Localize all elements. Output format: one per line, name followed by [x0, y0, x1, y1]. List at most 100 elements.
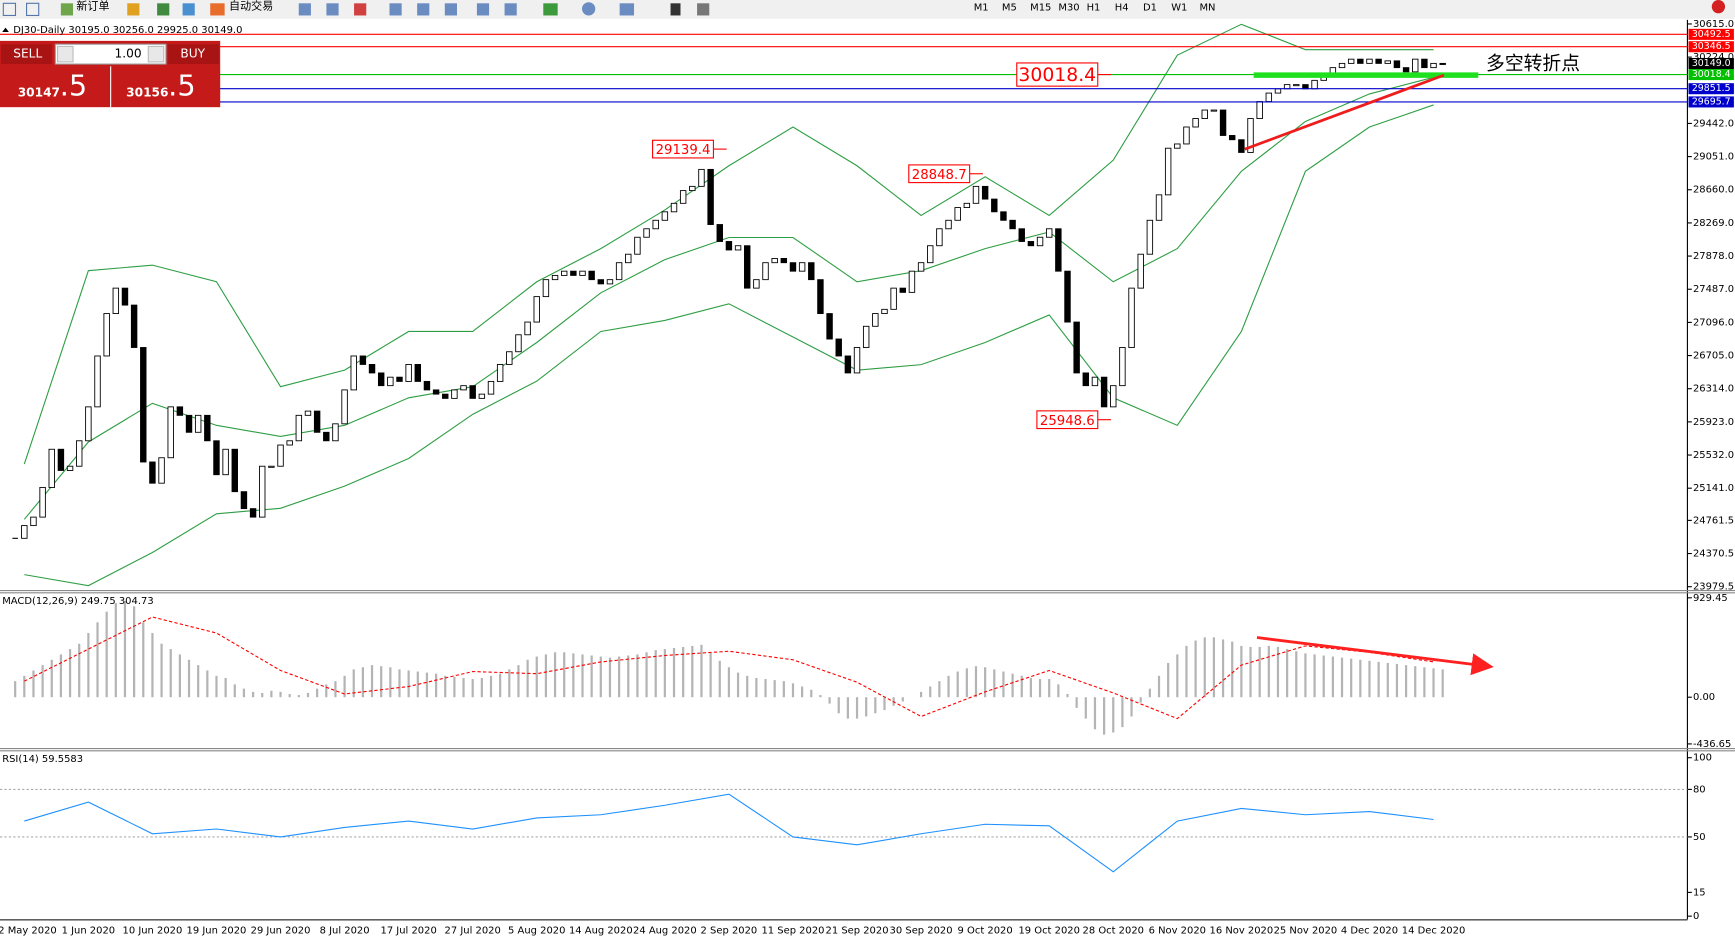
y-tick-label: 929.45: [1693, 593, 1728, 604]
candle: [1082, 372, 1090, 387]
candle: [213, 440, 220, 476]
macd-bar: [517, 665, 520, 698]
annotation-label: 25948.6: [1040, 414, 1095, 429]
macd-bar: [68, 649, 72, 698]
buy-label[interactable]: BUY: [180, 47, 205, 61]
macd-bar: [599, 656, 602, 698]
macd-bar: [462, 677, 465, 698]
macd-bar: [142, 622, 145, 698]
macd-bar: [1276, 646, 1280, 698]
timeframe-button[interactable]: D1: [1143, 3, 1157, 14]
macd-bar: [1148, 688, 1151, 698]
macd-signal: [24, 616, 1434, 720]
y-tick-label: 25532.0: [1693, 450, 1734, 461]
macd-bar: [251, 691, 255, 698]
candle: [524, 321, 531, 336]
macd-bar: [1258, 646, 1261, 698]
candle: [149, 461, 156, 484]
y-tick-label: 0: [1693, 911, 1699, 922]
x-tick-label: 19 Oct 2020: [1018, 925, 1079, 936]
candle: [515, 334, 522, 353]
candle: [963, 202, 971, 209]
candle: [945, 219, 952, 230]
macd-bar: [160, 643, 163, 698]
candle: [1064, 270, 1071, 323]
buy-price-pips[interactable]: .5: [168, 68, 195, 102]
bollinger-upper: [23, 23, 1434, 465]
macd-bar: [151, 633, 154, 698]
candle: [551, 274, 559, 281]
x-tick-label: 25 Nov 2020: [1274, 925, 1338, 936]
timeframe-button[interactable]: H4: [1115, 3, 1129, 14]
candle: [231, 448, 238, 493]
macd-bar: [810, 689, 813, 698]
macd-bar: [1350, 658, 1353, 698]
y-tick-label: 27878.0: [1693, 251, 1734, 262]
candle: [689, 185, 696, 192]
candle: [103, 313, 110, 357]
candle: [899, 287, 906, 293]
macd-bar: [526, 659, 529, 698]
candle: [606, 279, 614, 285]
macd-bar: [1121, 697, 1124, 728]
x-tick-label: 17 Jul 2020: [380, 925, 436, 936]
candle: [112, 287, 120, 315]
annotation-label: 29139.4: [656, 143, 711, 158]
timeframe-button[interactable]: W1: [1171, 3, 1187, 14]
candle: [21, 525, 28, 539]
candle: [1210, 109, 1218, 112]
candle: [368, 364, 376, 374]
macd-bar: [1359, 659, 1362, 698]
macd-bar: [343, 675, 346, 698]
y-tick-label: 26314.0: [1693, 384, 1734, 395]
timeframe-button[interactable]: M15: [1030, 3, 1051, 14]
timeframe-button[interactable]: MN: [1199, 3, 1215, 14]
x-tick-label: 24 Aug 2020: [633, 925, 697, 936]
macd-bar: [306, 692, 310, 698]
timeframe-button[interactable]: M5: [1002, 3, 1017, 14]
sell-label[interactable]: SELL: [13, 47, 42, 61]
macd-bar: [471, 679, 474, 698]
sell-price-pips[interactable]: .5: [60, 68, 87, 102]
macd-bar: [416, 671, 419, 698]
macd-bar: [764, 679, 767, 698]
candle: [451, 389, 458, 399]
candle: [1265, 92, 1273, 102]
sell-button[interactable]: [1, 44, 53, 65]
macd-bar: [178, 654, 181, 698]
candle: [679, 190, 687, 204]
macd-bar: [563, 652, 566, 698]
macd-bar: [1048, 679, 1051, 698]
macd-bar: [114, 603, 117, 698]
macd-bar: [1286, 649, 1289, 698]
macd-bar: [1331, 656, 1334, 698]
volume-value[interactable]: 1.00: [115, 47, 142, 61]
candle: [808, 262, 815, 281]
buy-button[interactable]: [168, 44, 220, 65]
candle: [872, 313, 879, 327]
timeframe-button[interactable]: M30: [1058, 3, 1079, 14]
candle: [661, 211, 669, 221]
candle: [313, 410, 321, 433]
x-tick-label: 28 Oct 2020: [1083, 925, 1144, 936]
candle: [487, 380, 495, 395]
candle: [1347, 58, 1355, 64]
x-tick-label: 1 Jun 2020: [62, 925, 116, 936]
auto-trading-button[interactable]: 自动交易: [229, 0, 273, 13]
candle: [798, 262, 806, 272]
candle: [469, 385, 476, 399]
volume-field[interactable]: [54, 43, 167, 65]
macd-bar: [133, 606, 136, 698]
timeframe-button[interactable]: M1: [974, 3, 989, 14]
candle: [789, 262, 797, 272]
macd-bar: [645, 652, 648, 698]
y-tick-label: 0.00: [1693, 692, 1715, 703]
timeframe-button[interactable]: H1: [1087, 3, 1101, 14]
new-order-button[interactable]: 新订单: [76, 0, 109, 13]
macd-bar: [572, 653, 575, 698]
candle: [48, 448, 55, 488]
x-tick-label: 2 Sep 2020: [701, 925, 758, 936]
buy-price-main[interactable]: 30156: [126, 85, 168, 99]
candle: [780, 258, 788, 264]
sell-price-main[interactable]: 30147: [18, 85, 60, 99]
